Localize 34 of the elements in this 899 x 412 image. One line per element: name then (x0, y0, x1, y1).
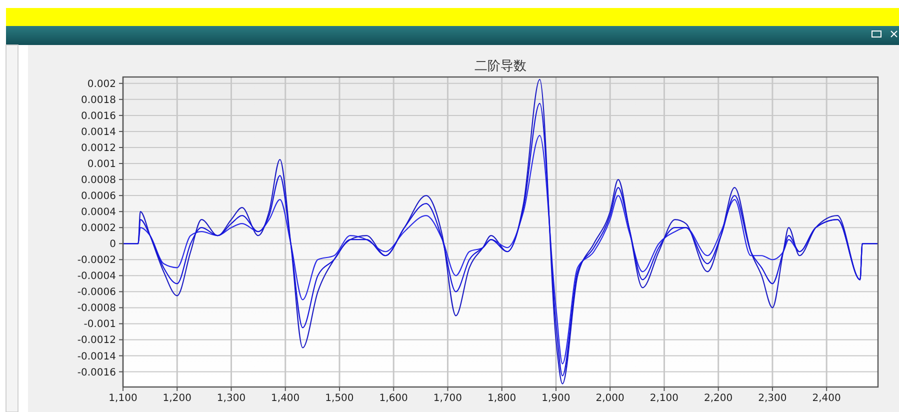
chart-title: 二阶导数 (474, 59, 526, 74)
x-tick-label: 1,500 (325, 393, 354, 404)
x-tick-label: 1,600 (379, 393, 408, 404)
y-tick-label: -0.0012 (77, 335, 116, 346)
x-tick-label: 2,200 (704, 393, 733, 404)
x-tick-label: 2,400 (812, 393, 841, 404)
y-tick-label: -0.0006 (77, 287, 116, 298)
y-tick-label: 0.0008 (81, 175, 116, 186)
x-tick-label: 2,100 (650, 393, 679, 404)
x-tick-label: 1,700 (433, 393, 462, 404)
x-tick-label: 1,200 (162, 393, 192, 404)
y-tick-label: -0.0014 (77, 351, 116, 362)
y-tick-label: -0.0008 (77, 303, 116, 314)
x-tick-label: 2,000 (596, 393, 624, 404)
y-tick-label: 0.0006 (81, 191, 116, 202)
y-tick-label: 0 (110, 239, 116, 250)
y-tick-label: -0.0004 (77, 271, 116, 282)
y-tick-label: -0.0016 (77, 367, 116, 378)
x-tick-label: 1,800 (488, 393, 516, 404)
y-tick-label: 0.0018 (81, 94, 116, 106)
y-tick-label: -0.001 (84, 319, 116, 330)
y-tick-label: 0.001 (87, 159, 116, 170)
y-tick-label: -0.0002 (77, 255, 116, 266)
x-tick-label: 2,300 (758, 393, 787, 404)
y-tick-label: 0.0004 (81, 207, 116, 218)
x-tick-label: 1,300 (216, 393, 246, 404)
y-tick-label: 0.0014 (81, 126, 116, 138)
y-tick-label: 0.0016 (81, 110, 116, 122)
y-tick-label: 0.0012 (81, 142, 116, 154)
x-tick-label: 1,100 (108, 393, 138, 404)
x-tick-label: 1,900 (542, 393, 570, 404)
y-tick-label: 0.002 (87, 78, 116, 90)
y-tick-label: 0.0002 (81, 223, 116, 234)
x-tick-label: 1,400 (271, 393, 300, 404)
